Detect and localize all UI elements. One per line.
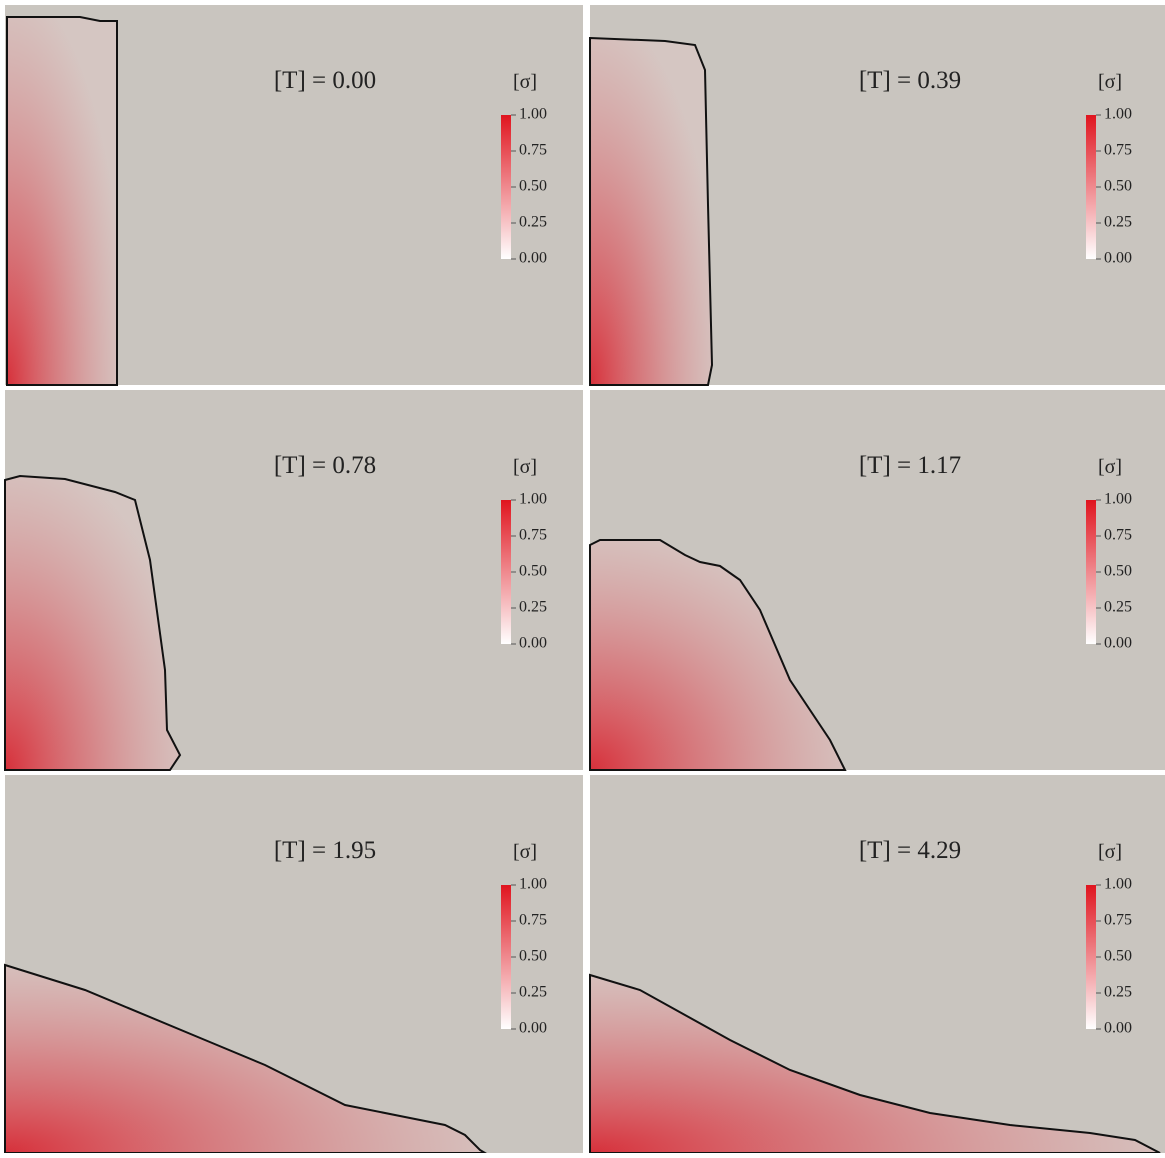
colorbar-tick-label: 1.00	[519, 491, 547, 508]
colorbar	[501, 885, 511, 1029]
panel: [T] = 1.17 [σ] 1.00 0.75 0.50 0.25 0.00	[589, 390, 1165, 771]
colorbar-title: [σ]	[1098, 71, 1122, 93]
time-label: [T] = 0.78	[274, 452, 376, 479]
colorbar	[1086, 885, 1096, 1029]
granular-body	[4, 474, 182, 771]
colorbar-title: [σ]	[513, 71, 537, 93]
colorbar-tick-label: 0.25	[1104, 599, 1132, 616]
colorbar-tick-label: 0.75	[519, 142, 547, 159]
colorbar-tick-label: 0.75	[1104, 527, 1132, 544]
panel: [T] = 0.00 [σ] 1.00 0.75 0.50 0.25 0.00	[5, 5, 583, 386]
colorbar-tick-label: 0.50	[519, 563, 547, 580]
colorbar-tick-label: 0.00	[1104, 250, 1132, 267]
colorbar-tick-label: 0.75	[519, 527, 547, 544]
colorbar-tick-label: 0.25	[1104, 984, 1132, 1001]
granular-body	[6, 16, 118, 386]
colorbar-tick-label: 0.25	[519, 984, 547, 1001]
colorbar-tick-label: 0.00	[519, 1020, 547, 1037]
colorbar-tick-label: 1.00	[519, 106, 547, 123]
colorbar-title: [σ]	[513, 841, 537, 863]
colorbar-title: [σ]	[1098, 456, 1122, 478]
panel: [T] = 4.29 [σ] 1.00 0.75 0.50 0.25 0.00	[589, 775, 1165, 1155]
time-label: [T] = 1.17	[859, 452, 961, 479]
colorbar-tick-label: 1.00	[1104, 876, 1132, 893]
panel: [T] = 0.78 [σ] 1.00 0.75 0.50 0.25 0.00	[4, 390, 583, 771]
colorbar	[1086, 115, 1096, 259]
colorbar-tick-label: 0.00	[519, 250, 547, 267]
colorbar-tick-label: 0.25	[1104, 214, 1132, 231]
colorbar-tick-label: 0.00	[1104, 635, 1132, 652]
colorbar-tick-label: 0.00	[1104, 1020, 1132, 1037]
colorbar-tick-label: 1.00	[1104, 491, 1132, 508]
colorbar-tick-label: 0.25	[519, 599, 547, 616]
colorbar-tick-label: 0.75	[519, 912, 547, 929]
colorbar-tick-label: 0.50	[1104, 948, 1132, 965]
colorbar-tick-label: 0.50	[1104, 563, 1132, 580]
colorbar-tick-label: 0.50	[519, 178, 547, 195]
granular-body	[589, 36, 714, 386]
colorbar	[1086, 500, 1096, 644]
granular-body	[589, 539, 847, 771]
panel: [T] = 0.39 [σ] 1.00 0.75 0.50 0.25 0.00	[589, 5, 1165, 386]
colorbar-tick-label: 1.00	[519, 876, 547, 893]
colorbar	[501, 500, 511, 644]
colorbar-tick-label: 0.00	[519, 635, 547, 652]
time-label: [T] = 0.00	[274, 67, 376, 94]
colorbar-tick-label: 0.50	[1104, 178, 1132, 195]
time-label: [T] = 0.39	[859, 67, 961, 94]
colorbar	[501, 115, 511, 259]
colorbar-tick-label: 0.25	[519, 214, 547, 231]
colorbar-title: [σ]	[513, 456, 537, 478]
colorbar-tick-label: 0.75	[1104, 142, 1132, 159]
time-label: [T] = 1.95	[274, 837, 376, 864]
colorbar-tick-label: 1.00	[1104, 106, 1132, 123]
panel: [T] = 1.95 [σ] 1.00 0.75 0.50 0.25 0.00	[4, 775, 583, 1155]
colorbar-tick-label: 0.75	[1104, 912, 1132, 929]
colorbar-title: [σ]	[1098, 841, 1122, 863]
time-label: [T] = 4.29	[859, 837, 961, 864]
colorbar-tick-label: 0.50	[519, 948, 547, 965]
